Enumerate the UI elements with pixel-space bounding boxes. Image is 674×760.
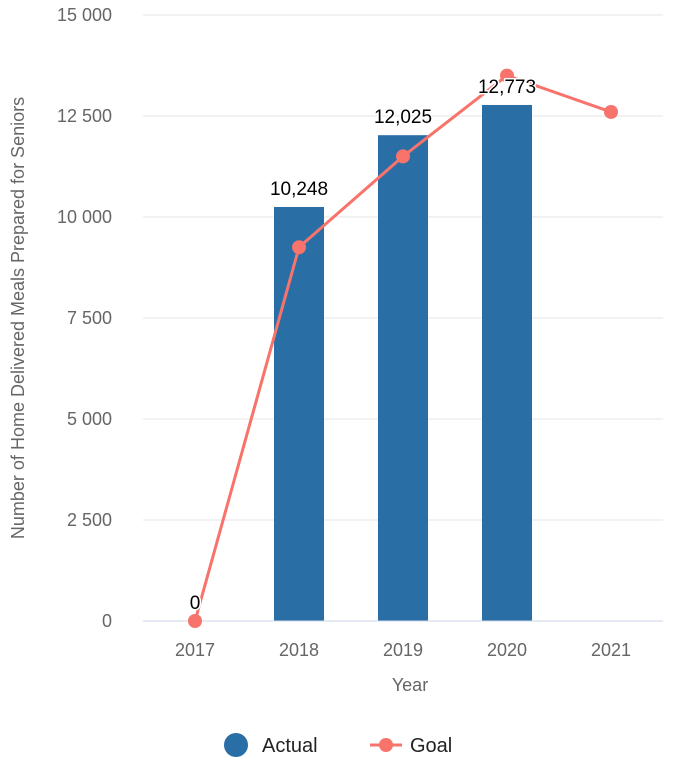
bar-2018[interactable] — [274, 206, 324, 621]
x-axis-ticks: 2017 2018 2019 2020 2021 — [175, 640, 631, 660]
y-tick-label: 5 000 — [67, 409, 112, 429]
legend-label-goal: Goal — [410, 735, 452, 757]
x-tick-label: 2019 — [383, 640, 423, 660]
legend[interactable]: Actual Goal — [224, 733, 452, 757]
x-tick-label: 2017 — [175, 640, 215, 660]
x-tick-label: 2021 — [591, 640, 631, 660]
goal-point-2020[interactable] — [500, 68, 514, 83]
x-axis-title: Year — [392, 675, 428, 695]
y-tick-label: 12 500 — [57, 106, 112, 126]
goal-point-2017[interactable] — [188, 614, 202, 628]
y-tick-label: 15 000 — [57, 5, 112, 25]
x-tick-label: 2018 — [279, 640, 319, 660]
y-axis-ticks: 0 2 500 5 000 7 500 10 000 12 500 15 000 — [57, 5, 112, 631]
y-tick-label: 7 500 — [67, 308, 112, 328]
y-axis-title: Number of Home Delivered Meals Prepared … — [8, 97, 28, 539]
y-tick-label: 0 — [102, 611, 112, 631]
data-label-2018: 10,248 — [270, 179, 328, 200]
line-goal — [188, 68, 618, 628]
legend-swatch-actual — [224, 733, 248, 757]
data-label-2020: 12,773 — [478, 77, 536, 98]
data-label-2017: 0 — [190, 593, 201, 614]
bar-2019[interactable] — [378, 135, 428, 621]
y-tick-label: 2 500 — [67, 510, 112, 530]
legend-swatch-goal-marker — [379, 738, 393, 752]
bars-actual — [274, 104, 532, 621]
legend-item-actual[interactable]: Actual — [224, 733, 318, 757]
y-tick-label: 10 000 — [57, 207, 112, 227]
legend-label-actual: Actual — [262, 735, 318, 757]
data-label-2019: 12,025 — [374, 107, 432, 128]
data-labels: 0 10,248 12,025 12,773 — [188, 75, 537, 615]
bar-2020[interactable] — [482, 104, 532, 621]
goal-point-2018[interactable] — [292, 240, 306, 255]
x-tick-label: 2020 — [487, 640, 527, 660]
goal-point-2021[interactable] — [604, 104, 618, 119]
goal-point-2019[interactable] — [396, 149, 410, 164]
legend-item-goal[interactable]: Goal — [370, 735, 452, 757]
